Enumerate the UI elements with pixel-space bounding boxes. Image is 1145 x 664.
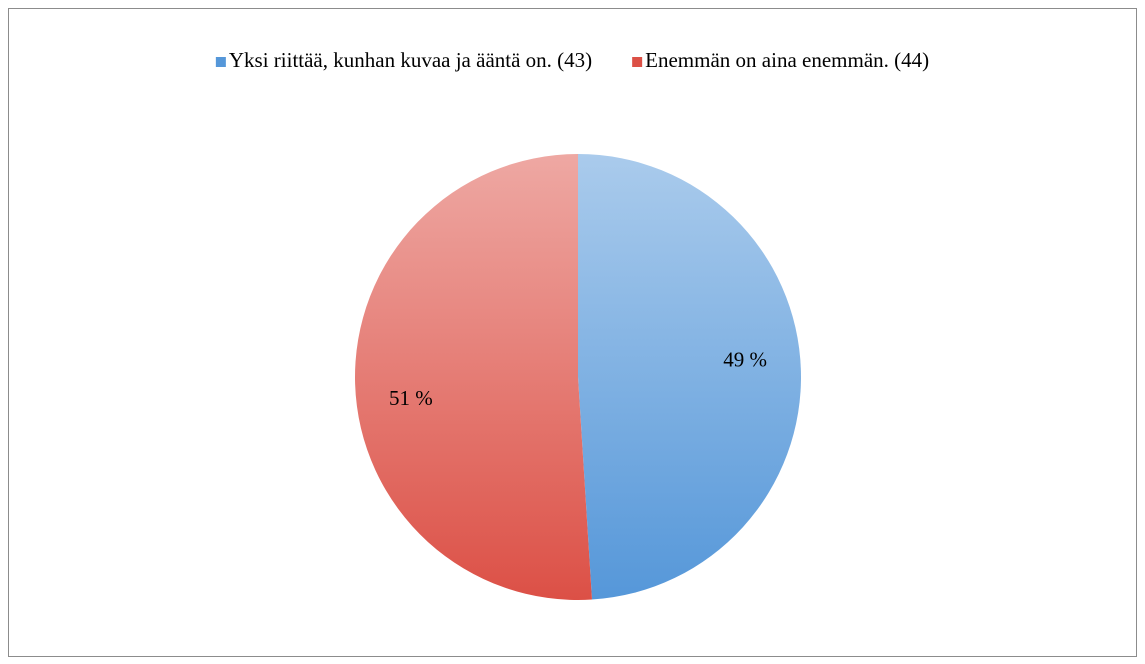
pie-slice xyxy=(354,154,593,600)
data-label: 51 % xyxy=(389,386,433,410)
pie-slice xyxy=(578,154,801,600)
legend-marker xyxy=(215,57,226,67)
legend-marker xyxy=(632,57,643,67)
data-label: 49 % xyxy=(723,348,767,372)
legend-label: Yksi riittää, kunhan kuvaa ja ääntä on. … xyxy=(229,48,592,72)
legend-label: Enemmän on aina enemmän. (44) xyxy=(645,48,929,72)
